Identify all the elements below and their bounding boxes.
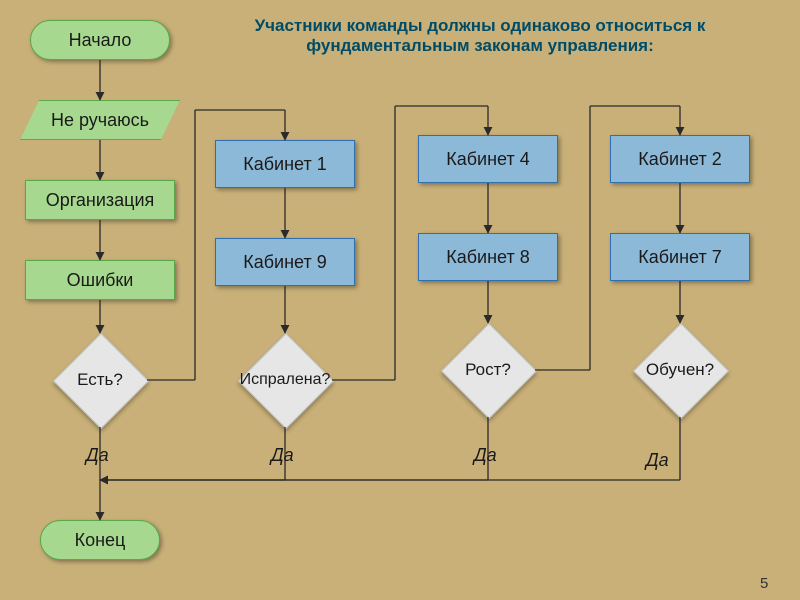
decision-obuch xyxy=(633,323,729,419)
node-errors: Ошибки xyxy=(25,260,175,300)
edge-label-da1: Да xyxy=(86,445,109,466)
node-cab8: Кабинет 8 xyxy=(418,233,558,281)
node-cab1: Кабинет 1 xyxy=(215,140,355,188)
slide-title: Участники команды должны одинаково относ… xyxy=(200,16,760,56)
node-end: Конец xyxy=(40,520,160,560)
node-org: Организация xyxy=(25,180,175,220)
edges-layer xyxy=(0,0,800,600)
node-cab2: Кабинет 2 xyxy=(610,135,750,183)
node-cab4: Кабинет 4 xyxy=(418,135,558,183)
edge-label-da2: Да xyxy=(271,445,294,466)
edge-label-da3: Да xyxy=(474,445,497,466)
node-n_input: Не ручаюсь xyxy=(20,100,180,140)
flowchart-canvas: Участники команды должны одинаково относ… xyxy=(0,0,800,600)
decision-est xyxy=(53,333,149,429)
node-cab9: Кабинет 9 xyxy=(215,238,355,286)
decision-ispr xyxy=(238,333,334,429)
node-start: Начало xyxy=(30,20,170,60)
node-cab7: Кабинет 7 xyxy=(610,233,750,281)
edge-label-da4: Да xyxy=(646,450,669,471)
page-number: 5 xyxy=(760,575,768,592)
decision-rost xyxy=(441,323,537,419)
